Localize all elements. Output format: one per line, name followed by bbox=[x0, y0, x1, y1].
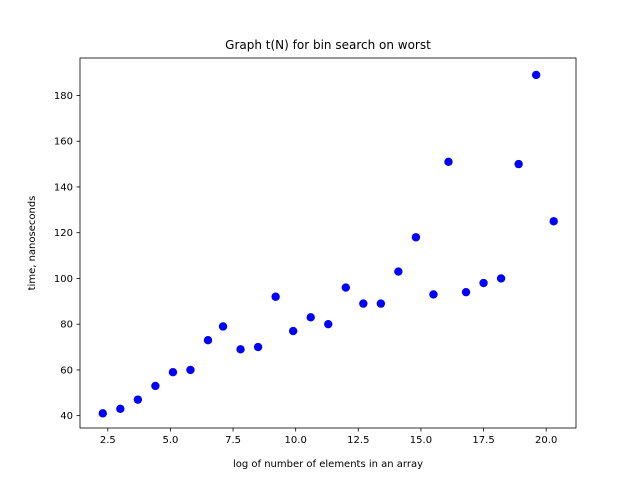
data-point bbox=[186, 365, 195, 375]
data-point bbox=[116, 404, 125, 413]
data-point bbox=[359, 299, 368, 308]
data-point bbox=[218, 322, 228, 331]
x-tick-label: 10.0 bbox=[285, 435, 307, 446]
data-point bbox=[444, 157, 453, 167]
data-point bbox=[306, 313, 315, 322]
data-point bbox=[514, 159, 523, 169]
data-point bbox=[324, 319, 333, 329]
y-axis-ticks: 40 60 80 100 120 140 160 180 bbox=[54, 91, 80, 422]
data-point bbox=[236, 345, 245, 354]
data-point bbox=[376, 299, 386, 308]
data-point bbox=[341, 283, 350, 292]
data-point bbox=[168, 368, 178, 377]
x-tick-label: 12.5 bbox=[347, 435, 369, 446]
x-axis-ticks: 2.5 5.0 7.5 10.0 12.5 15.0 17.5 20.0 bbox=[100, 428, 557, 446]
x-tick-label: 15.0 bbox=[410, 435, 432, 446]
data-point bbox=[411, 233, 421, 242]
y-tick-label: 40 bbox=[60, 411, 73, 422]
x-tick-label: 2.5 bbox=[100, 435, 116, 446]
y-tick-label: 60 bbox=[60, 365, 73, 376]
y-tick-label: 120 bbox=[54, 228, 73, 239]
data-point bbox=[429, 290, 438, 299]
x-tick-label: 7.5 bbox=[225, 435, 241, 446]
y-axis-label: time, nanoseconds bbox=[27, 196, 38, 291]
y-tick-label: 80 bbox=[60, 320, 73, 331]
data-point bbox=[479, 278, 488, 288]
data-point bbox=[394, 267, 403, 276]
x-tick-label: 5.0 bbox=[162, 435, 178, 446]
x-tick-label: 20.0 bbox=[535, 435, 557, 446]
chart-title: Graph t(N) for bin search on worst bbox=[225, 38, 431, 52]
x-tick-label: 17.5 bbox=[472, 435, 494, 446]
data-point bbox=[531, 70, 541, 80]
data-point bbox=[549, 217, 558, 226]
y-tick-label: 160 bbox=[54, 137, 73, 148]
plot-points bbox=[98, 70, 558, 418]
data-point bbox=[461, 287, 471, 297]
plot-frame bbox=[79, 57, 577, 429]
y-tick-label: 100 bbox=[54, 274, 73, 285]
data-point bbox=[133, 395, 143, 404]
data-point bbox=[203, 335, 213, 345]
data-point bbox=[98, 409, 108, 418]
x-axis-label: log of number of elements in an array bbox=[233, 459, 423, 470]
y-tick-label: 180 bbox=[54, 91, 73, 102]
data-point bbox=[253, 342, 263, 352]
data-point bbox=[151, 381, 160, 391]
data-point bbox=[496, 274, 506, 283]
y-tick-label: 140 bbox=[54, 182, 73, 193]
data-point bbox=[288, 326, 298, 336]
data-point bbox=[271, 292, 280, 301]
